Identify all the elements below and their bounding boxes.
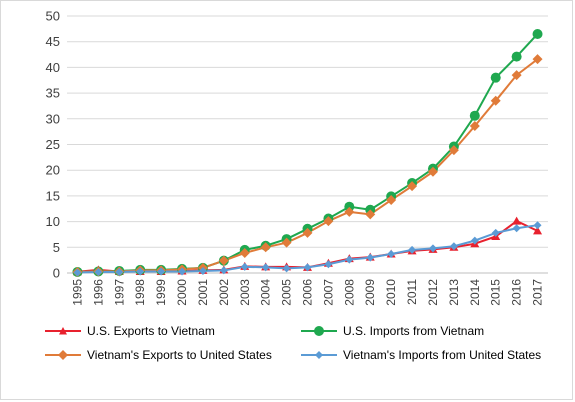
data-point <box>448 145 459 156</box>
y-tick-label: 50 <box>46 9 60 24</box>
x-tick-label: 2004 <box>259 279 273 306</box>
data-point <box>490 72 501 83</box>
data-point <box>303 263 312 272</box>
legend-label: Vietnam's Imports from United States <box>343 348 542 362</box>
y-tick-label: 40 <box>46 60 60 75</box>
x-tick-label: 1996 <box>91 279 105 306</box>
data-point <box>427 166 438 177</box>
x-tick-label: 2016 <box>510 279 524 306</box>
data-point <box>532 54 543 65</box>
data-point <box>136 267 145 276</box>
y-tick-label: 45 <box>46 34 60 49</box>
y-tick-label: 35 <box>46 86 60 101</box>
legend-swatch-orange-diamond <box>45 350 81 360</box>
legend-item-vn-imports[interactable]: Vietnam's Imports from United States <box>301 348 541 362</box>
x-axis-ticks: 1995 1996 1997 1998 1999 2000 2001 2002 2003 2004… <box>70 279 544 306</box>
legend-item-vn-exports[interactable]: Vietnam's Exports to United States <box>45 348 272 362</box>
data-point <box>240 262 249 271</box>
data-point <box>470 236 479 245</box>
legend-label: U.S. Imports from Vietnam <box>343 324 485 338</box>
data-point <box>261 263 270 272</box>
x-tick-label: 2011 <box>405 279 419 305</box>
data-point <box>324 260 333 269</box>
data-point <box>491 228 500 237</box>
x-tick-label: 2009 <box>363 279 377 306</box>
legend-label: Vietnam's Exports to United States <box>87 348 272 362</box>
y-tick-label: 25 <box>46 137 60 152</box>
x-tick-label: 2015 <box>489 279 503 306</box>
data-point <box>511 70 522 81</box>
data-point <box>512 224 521 233</box>
gridlines <box>67 15 548 274</box>
x-tick-label: 2000 <box>175 279 189 306</box>
data-point <box>281 237 292 248</box>
data-point <box>198 266 207 275</box>
data-point <box>302 227 313 238</box>
x-tick-label: 2007 <box>321 279 335 306</box>
x-tick-label: 2014 <box>468 279 482 306</box>
data-point <box>73 268 82 277</box>
y-tick-label: 15 <box>46 188 60 203</box>
x-tick-label: 2002 <box>217 279 231 306</box>
data-point <box>94 267 103 276</box>
data-point <box>366 253 375 262</box>
data-point <box>449 242 458 251</box>
x-tick-label: 2008 <box>342 279 356 306</box>
y-axis-ticks: 0 5 10 15 20 25 30 35 40 45 50 <box>46 9 60 281</box>
x-tick-label: 2013 <box>447 279 461 306</box>
data-point <box>469 120 480 131</box>
x-tick-label: 2003 <box>238 279 252 306</box>
data-point <box>282 264 291 273</box>
legend-label: U.S. Exports to Vietnam <box>87 324 215 338</box>
legend-item-us-imports[interactable]: U.S. Imports from Vietnam <box>301 324 484 338</box>
data-point <box>407 181 418 192</box>
data-point <box>387 249 396 258</box>
data-point <box>532 28 543 39</box>
data-point <box>344 206 355 217</box>
x-tick-label: 2012 <box>426 279 440 306</box>
legend-item-us-exports[interactable]: U.S. Exports to Vietnam <box>45 324 215 338</box>
data-point <box>490 95 501 106</box>
data-point <box>511 51 522 62</box>
x-tick-label: 2005 <box>280 279 294 306</box>
series-line <box>77 58 539 273</box>
data-point <box>344 201 355 212</box>
data-point <box>178 267 187 276</box>
data-point <box>386 195 397 206</box>
legend-swatch-red-triangle <box>45 327 81 335</box>
y-tick-label: 0 <box>53 266 60 281</box>
legend-swatch-green-circle <box>301 326 337 336</box>
data-point <box>512 216 522 225</box>
y-tick-label: 5 <box>53 240 60 255</box>
x-tick-label: 2010 <box>384 279 398 306</box>
series-markers <box>72 28 543 277</box>
y-tick-label: 20 <box>46 163 60 178</box>
data-point <box>345 255 354 264</box>
x-tick-label: 2001 <box>196 279 210 306</box>
x-tick-label: 1995 <box>70 279 84 306</box>
y-tick-label: 30 <box>46 111 60 126</box>
data-point <box>428 244 437 253</box>
data-point <box>408 245 417 254</box>
data-point <box>260 242 271 253</box>
data-point <box>533 226 543 235</box>
data-point <box>239 247 250 258</box>
y-tick-label: 10 <box>46 214 60 229</box>
x-tick-label: 1998 <box>133 279 147 306</box>
legend-swatch-blue-diamond <box>301 351 337 359</box>
x-tick-label: 2017 <box>531 279 545 306</box>
data-point <box>218 255 229 266</box>
data-point <box>533 221 542 230</box>
x-tick-label: 1999 <box>154 279 168 306</box>
data-point <box>365 209 376 220</box>
data-point <box>115 267 124 276</box>
data-point <box>469 110 480 121</box>
data-point <box>323 216 334 227</box>
x-tick-label: 1997 <box>112 279 126 306</box>
x-tick-label: 2006 <box>301 279 315 306</box>
data-point <box>219 266 228 275</box>
data-point <box>157 267 166 276</box>
